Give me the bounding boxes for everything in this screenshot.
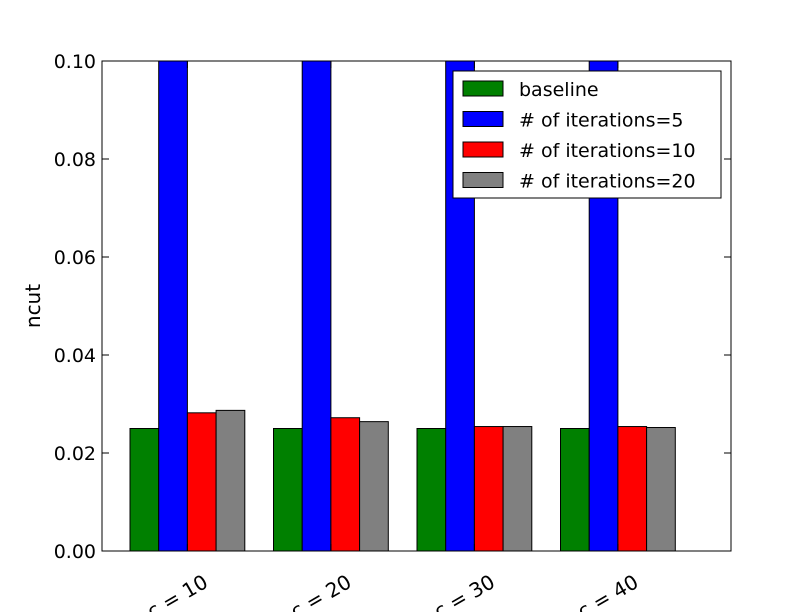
bar-3-4 (617, 426, 648, 552)
bar-1-4 (560, 428, 590, 552)
plot-frame (101, 60, 732, 552)
y-axis: 0.00 0.02 0.04 0.06 0.08 0.10 (54, 51, 731, 563)
y-tick-label: 0.00 (54, 541, 96, 563)
x-tick-label: c = 10 (143, 570, 212, 612)
y-tick-label: 0.10 (54, 51, 96, 73)
legend-swatch (462, 111, 504, 127)
y-tick-label: 0.06 (54, 247, 96, 269)
bar-4-3 (502, 426, 533, 552)
legend-swatch (462, 141, 504, 158)
legend-label: # of iterations=5 (519, 110, 684, 132)
bar-1-1 (129, 428, 160, 552)
y-tick-label: 0.04 (54, 345, 96, 367)
bar-1-2 (273, 428, 303, 552)
x-tick-label: c = 40 (573, 570, 642, 612)
legend-label: # of iterations=20 (519, 171, 696, 193)
y-tick-label: 0.08 (54, 149, 96, 171)
bar-4-4 (646, 427, 676, 552)
y-axis-label: ncut (21, 284, 45, 328)
y-tick-label: 0.02 (54, 443, 96, 465)
x-tick-label: c = 30 (430, 570, 499, 612)
bar-4-1 (215, 409, 246, 552)
bar-3-3 (473, 426, 504, 552)
legend-swatch (462, 172, 504, 188)
legend-swatch (462, 80, 504, 97)
legend-label: # of iterations=10 (519, 140, 696, 162)
bar-3-1 (186, 412, 217, 552)
legend-label: baseline (519, 79, 599, 101)
bar-2-2 (301, 60, 332, 552)
x-tick-label: c = 20 (286, 570, 355, 612)
bar-2-1 (158, 60, 188, 552)
legend: baseline # of iterations=5 # of iterations… (452, 70, 722, 199)
bar-4-2 (359, 421, 389, 552)
bar-3-2 (330, 417, 361, 552)
bar-1-3 (416, 428, 447, 552)
